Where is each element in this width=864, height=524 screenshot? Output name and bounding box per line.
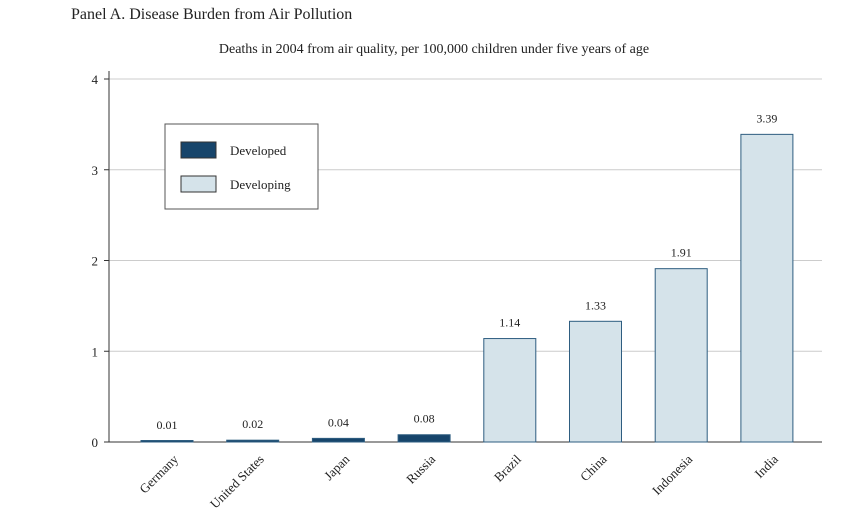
- x-axis-tick-labels: Germany United States Japan Russia Brazil Chi…: [136, 451, 781, 511]
- bars: [140, 133, 794, 443]
- x-tick-label: India: [752, 451, 782, 481]
- gridlines: [109, 78, 822, 352]
- bar-united-states: [226, 439, 280, 443]
- y-tick-label: 0: [92, 435, 99, 450]
- legend-swatch-developing: [180, 175, 217, 193]
- value-label: 0.01: [157, 418, 178, 432]
- bar-china: [569, 320, 622, 443]
- value-label: 3.39: [756, 111, 777, 125]
- x-tick-label: United States: [207, 452, 267, 512]
- y-tick-label: 2: [92, 254, 99, 269]
- bar-germany: [140, 440, 194, 443]
- legend: Developed Developing: [164, 123, 319, 210]
- x-tick-label: Japan: [321, 451, 353, 483]
- legend-label-developing: Developing: [230, 177, 291, 192]
- y-tick-label: 4: [92, 72, 99, 87]
- value-label: 1.91: [671, 246, 692, 260]
- panel-title: Panel A. Disease Burden from Air Polluti…: [71, 6, 353, 23]
- x-tick-label: Brazil: [491, 451, 524, 484]
- value-label: 0.04: [328, 415, 349, 429]
- x-tick-label: China: [577, 451, 610, 484]
- bar-russia: [397, 434, 451, 443]
- value-label: 1.33: [585, 298, 606, 312]
- x-tick-label: Germany: [136, 451, 181, 496]
- bar-indonesia: [654, 268, 708, 443]
- bar-india: [740, 133, 794, 443]
- x-tick-label: Indonesia: [649, 451, 696, 498]
- y-tick-label: 1: [92, 344, 99, 359]
- value-label: 0.02: [242, 417, 263, 431]
- bar-japan: [311, 437, 365, 443]
- chart-title: Deaths in 2004 from air quality, per 100…: [219, 42, 649, 57]
- legend-box: [164, 123, 319, 210]
- value-label: 1.14: [499, 316, 520, 330]
- y-tick-label: 3: [92, 163, 99, 178]
- legend-swatch-developed: [180, 141, 217, 159]
- bar-brazil: [483, 338, 537, 443]
- legend-label-developed: Developed: [230, 143, 287, 158]
- value-label: 0.08: [414, 412, 435, 426]
- x-tick-label: Russia: [403, 451, 438, 486]
- value-labels: 0.01 0.02 0.04 0.08 1.14 1.33 1.91 3.39: [157, 111, 778, 432]
